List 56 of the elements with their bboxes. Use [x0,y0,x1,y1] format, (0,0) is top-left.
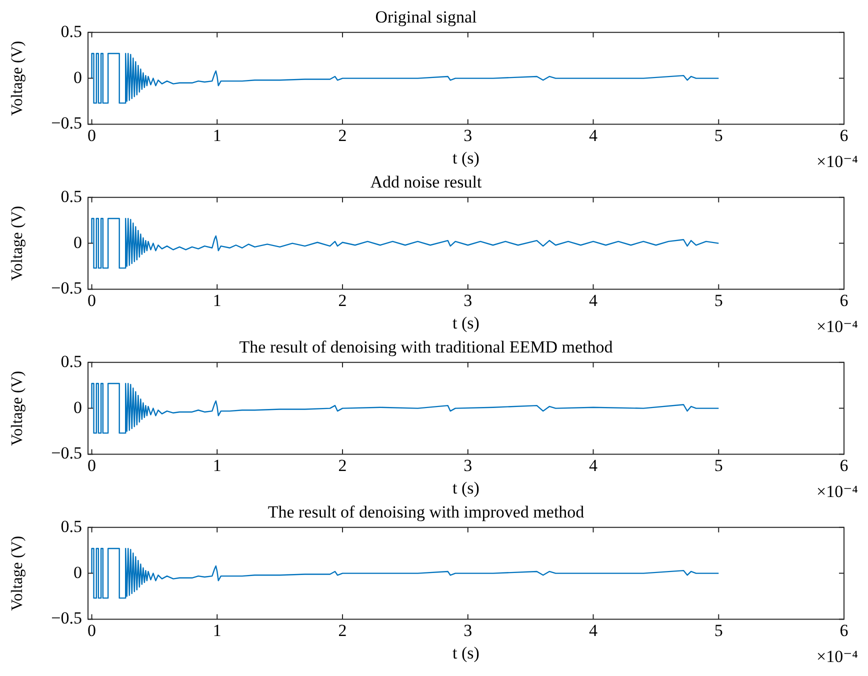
x-tick-label: 2 [338,456,347,475]
y-tick-label: 0.5 [60,186,82,206]
x-tick-label: 3 [464,126,472,145]
text: ×10⁻⁴ [816,482,858,501]
y-tick-label: 0 [74,232,82,252]
x-tick-label: 4 [589,620,598,640]
x-tick-label: 3 [464,290,472,310]
y-tick-label: 0.5 [60,516,82,536]
chart-title: The result of denoising with improved method [268,502,585,522]
y-axis-title: Voltage (V) [8,40,26,116]
y-axis-title: Voltage (V) [8,206,26,281]
x-tick-label: 6 [840,126,848,145]
x-tick-label: 5 [714,290,723,310]
x-tick-label: 1 [212,126,222,145]
x-tick-label: 1 [212,456,222,475]
y-tick-label: 0.5 [60,352,82,371]
y-tick-label: 0 [74,398,82,417]
x-tick-label: 0 [88,126,96,145]
x-tick-label: 4 [589,126,598,145]
x-tick-label: 6 [840,456,848,475]
x-axis-title: t (s) [452,313,480,332]
x-tick-label: 1 [212,620,222,640]
x-tick-label: 0 [88,620,96,640]
y-tick-label: −0.5 [51,278,82,298]
x-axis-title: t (s) [452,478,480,498]
x-axis-title: t (s) [452,148,480,168]
x-tick-label: 4 [589,456,598,475]
text: ×10⁻⁴ [816,152,858,171]
x-tick-label: 2 [338,126,347,145]
x-tick-label: 5 [714,126,723,145]
chart-title: The result of denoising with traditional EEMD method [239,338,614,357]
x-tick-label: 2 [338,290,347,310]
chart-title: Add noise result [370,172,482,192]
y-tick-label: 0.5 [60,22,82,41]
y-axis-title: Voltage (V) [8,370,26,446]
x-axis-title: t (s) [452,643,480,662]
x-tick-label: 5 [714,620,723,640]
text: ×10⁻⁴ [816,646,858,666]
x-tick-label: 5 [714,456,723,475]
text: ×10⁻⁴ [816,316,858,336]
x-tick-label: 6 [840,290,848,310]
x-tick-label: 4 [589,290,598,310]
y-tick-label: 0 [74,68,82,87]
x-tick-label: 0 [88,456,96,475]
y-tick-label: 0 [74,562,82,582]
y-axis-title: Voltage (V) [8,536,26,611]
y-tick-label: −0.5 [51,444,82,463]
x-tick-label: 3 [464,620,472,640]
x-tick-label: 3 [464,456,472,475]
x-tick-label: 6 [840,620,848,640]
y-tick-label: −0.5 [51,114,82,133]
y-tick-label: −0.5 [51,608,82,628]
x-tick-label: 0 [88,290,96,310]
chart-title: Original signal [375,8,478,27]
x-tick-label: 1 [212,290,222,310]
x-tick-label: 2 [338,620,347,640]
